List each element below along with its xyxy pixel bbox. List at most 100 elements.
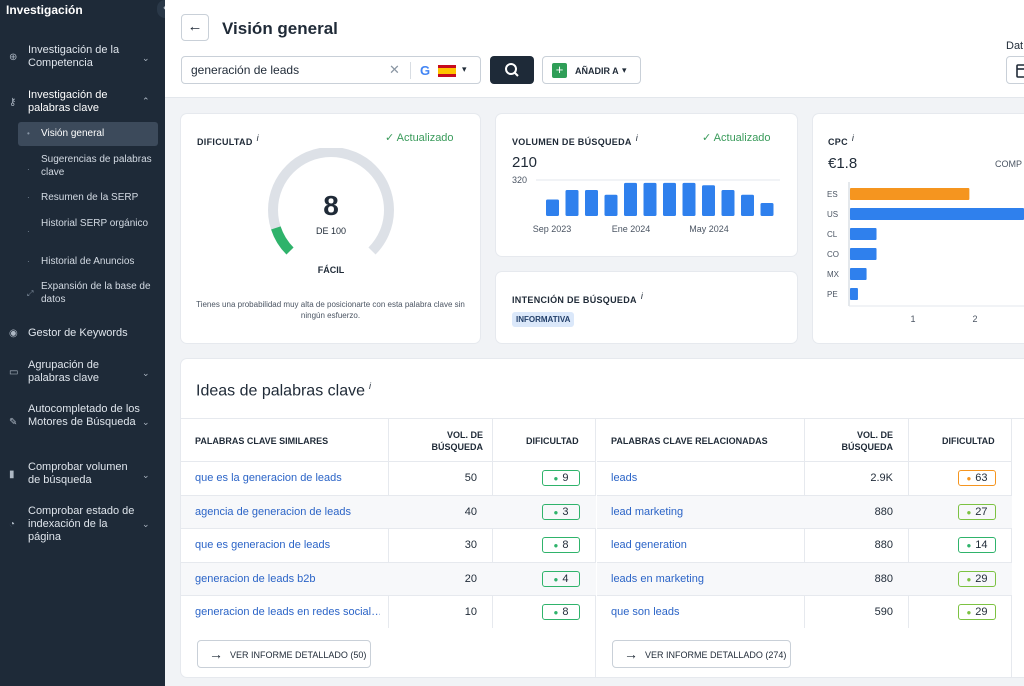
sidebar-item-volumen[interactable]: ▮ Comprobar volumen de búsqueda ⌄ bbox=[0, 461, 165, 489]
volume-bar[interactable] bbox=[643, 182, 657, 216]
volume-trend-chart: 320 Sep 2023 Ene 2024 May 2024 bbox=[512, 175, 780, 234]
clear-icon[interactable]: ✕ bbox=[389, 62, 400, 77]
bullet-icon: · bbox=[27, 257, 30, 266]
cpc-bar[interactable] bbox=[850, 228, 877, 240]
sidebar-item-palabras-clave[interactable]: ⚷ Investigación de palabras clave ⌃ bbox=[0, 89, 165, 117]
country-label: US bbox=[827, 210, 838, 219]
button-label: VER INFORME DETALLADO (50) bbox=[230, 650, 367, 660]
cpc-bar[interactable] bbox=[850, 288, 858, 300]
sidebar-item-gestor[interactable]: ◉ Gestor de Keywords bbox=[0, 327, 165, 341]
chevron-down-icon: ⌄ bbox=[142, 53, 150, 63]
info-icon[interactable]: i bbox=[256, 133, 259, 143]
search-volume-value: 880 bbox=[874, 505, 893, 518]
pencil-icon: ✎ bbox=[9, 417, 18, 428]
keyword-link[interactable]: que es generacion de leads bbox=[195, 539, 331, 552]
difficulty-dot-icon: ● bbox=[966, 474, 972, 483]
volume-bar[interactable] bbox=[546, 199, 559, 216]
search-volume-value: 2.9K bbox=[870, 472, 893, 484]
difficulty-badge: ● 29 bbox=[958, 570, 996, 587]
search-volume-value: 880 bbox=[874, 572, 893, 585]
keyword-link[interactable]: generacion de leads b2b bbox=[195, 572, 316, 585]
difficulty-dot-icon: ● bbox=[966, 541, 972, 551]
pie-icon: ◔ bbox=[9, 519, 16, 530]
sidebar-subitem-historial-serp[interactable]: · Historial SERP orgánico bbox=[18, 218, 158, 244]
keyword-search-box: ✕ G ▾ bbox=[181, 56, 481, 84]
keyword-link[interactable]: agencia de generacion de leads bbox=[195, 505, 351, 518]
page-title: Visión general bbox=[222, 19, 338, 38]
difficulty-card: DIFICULTAD i ✓ Actualizado 8 DE 100 FÁCIL… bbox=[181, 114, 480, 343]
similar-volume-header: VOL. DE BÚSQUEDA bbox=[431, 430, 483, 452]
cpc-bar[interactable] bbox=[850, 248, 877, 260]
volume-bar[interactable] bbox=[721, 190, 735, 216]
arrow-right-icon: → bbox=[209, 646, 223, 662]
volume-bar[interactable] bbox=[565, 190, 579, 216]
sidebar-item-label: Gestor de Keywords bbox=[28, 327, 128, 339]
volume-bar[interactable] bbox=[604, 194, 618, 216]
chevron-down-icon[interactable]: ▾ bbox=[462, 64, 467, 74]
volume-bar[interactable] bbox=[585, 190, 598, 216]
info-icon[interactable]: i bbox=[851, 133, 855, 143]
sidebar-subitem-expansion[interactable]: ⤢ Expansión de la base de datos bbox=[18, 281, 158, 307]
info-icon[interactable]: i bbox=[369, 381, 371, 391]
difficulty-badge: ● 8 bbox=[542, 604, 580, 621]
keyword-link[interactable]: leads en marketing bbox=[611, 572, 704, 585]
difficulty-gauge bbox=[268, 148, 394, 255]
difficulty-value: 27 bbox=[975, 505, 988, 518]
related-keyword-header: PALABRAS CLAVE RELACIONADAS bbox=[611, 436, 768, 446]
keyword-link[interactable]: lead marketing bbox=[611, 505, 684, 518]
volume-bar[interactable] bbox=[624, 182, 637, 216]
keyword-link[interactable]: que es la generacion de leads bbox=[195, 472, 342, 484]
cpc-bar[interactable] bbox=[850, 188, 970, 200]
search-volume-value: 590 bbox=[874, 606, 893, 619]
search-button[interactable] bbox=[490, 56, 534, 84]
cpc-label: CPC i bbox=[828, 133, 855, 147]
sidebar-item-label: Agrupación de palabras clave bbox=[28, 359, 99, 384]
keyword-link[interactable]: generacion de leads en redes social… bbox=[195, 606, 380, 619]
keyword-link[interactable]: leads bbox=[611, 472, 638, 484]
sidebar-subitem-label: Sugerencias de palabras clave bbox=[41, 154, 152, 178]
sidebar-item-label: Investigación de palabras clave bbox=[28, 89, 108, 114]
volume-bar[interactable] bbox=[663, 182, 676, 216]
info-icon[interactable]: i bbox=[640, 291, 644, 301]
sidebar-subitem-resumen-serp[interactable]: · Resumen de la SERP bbox=[18, 192, 158, 206]
difficulty-dot-icon: ● bbox=[966, 608, 972, 618]
sidebar-item-indexacion[interactable]: ◔ Comprobar estado de indexación de la p… bbox=[0, 505, 165, 545]
volume-bar[interactable] bbox=[682, 182, 696, 216]
sidebar-subitem-historial-anuncios[interactable]: · Historial de Anuncios bbox=[18, 256, 158, 270]
add-to-button[interactable]: + AÑADIR A ▾ bbox=[542, 56, 641, 84]
table-row: leads en marketing 880 ● 29 bbox=[597, 561, 1012, 595]
cpc-bar[interactable] bbox=[850, 208, 1024, 220]
keyword-search-input[interactable] bbox=[191, 63, 381, 77]
keyword-link[interactable]: que son leads bbox=[611, 606, 680, 619]
sidebar-title: Investigación bbox=[6, 3, 83, 17]
difficulty-badge: ● 27 bbox=[958, 503, 996, 520]
keyword-link[interactable]: lead generation bbox=[611, 539, 687, 552]
similar-detailed-report-button[interactable]: → VER INFORME DETALLADO (50) bbox=[197, 640, 371, 668]
sidebar-item-agrupacion[interactable]: ▭ Agrupación de palabras clave ⌄ bbox=[0, 359, 165, 387]
sidebar-item-competencia[interactable]: ⊕ Investigación de la Competencia ⌄ bbox=[0, 44, 165, 72]
spain-flag-icon[interactable] bbox=[438, 65, 456, 77]
related-detailed-report-button[interactable]: → VER INFORME DETALLADO (274) bbox=[612, 640, 791, 668]
country-label: MX bbox=[827, 270, 840, 279]
gauge-track bbox=[268, 148, 394, 255]
date-picker-button[interactable] bbox=[1006, 56, 1024, 84]
related-difficulty-header: DIFICULTAD bbox=[942, 436, 995, 446]
cpc-bar[interactable] bbox=[850, 268, 867, 280]
back-button[interactable]: ← bbox=[181, 14, 209, 41]
sidebar-subitem-vision-general[interactable]: • Visión general bbox=[18, 122, 158, 146]
table-row: leads 2.9K ● 63 bbox=[597, 461, 1012, 494]
difficulty-label: DIFICULTAD i bbox=[197, 133, 259, 147]
chevron-down-icon: ⌄ bbox=[142, 519, 150, 529]
volume-bar[interactable] bbox=[702, 185, 715, 216]
difficulty-dot-icon: ● bbox=[553, 574, 559, 584]
sidebar-subitem-sugerencias[interactable]: · Sugerencias de palabras clave bbox=[18, 154, 158, 180]
difficulty-badge: ● 3 bbox=[542, 503, 580, 520]
volume-bar[interactable] bbox=[741, 194, 754, 216]
target-icon: ⊕ bbox=[9, 52, 18, 63]
sidebar-item-autocompletado[interactable]: ✎ Autocompletado de los Motores de Búsqu… bbox=[0, 403, 165, 443]
info-icon[interactable]: i bbox=[635, 133, 639, 143]
google-icon: G bbox=[420, 63, 431, 78]
arrow-right-icon: → bbox=[624, 646, 638, 662]
volume-bar[interactable] bbox=[760, 203, 774, 216]
difficulty-badge: ● 4 bbox=[542, 570, 580, 587]
